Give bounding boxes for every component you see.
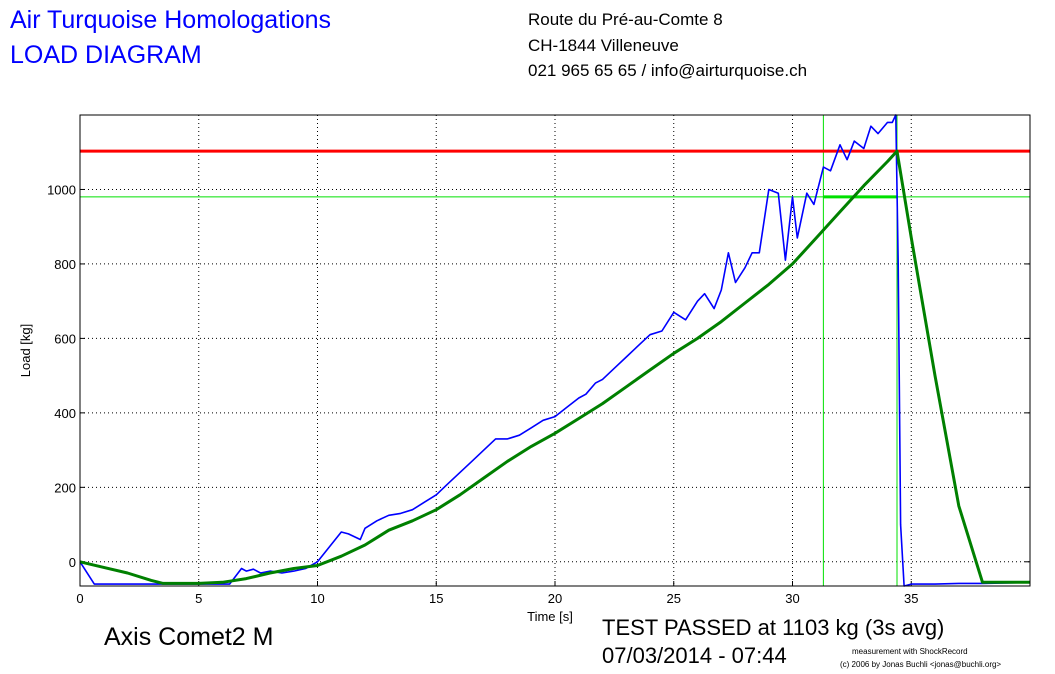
test-result: TEST PASSED at 1103 kg (3s avg)	[602, 615, 945, 640]
plot-frame	[79, 114, 1031, 587]
credit-line-2: (c) 2006 by Jonas Buchli <jonas@buchli.o…	[840, 660, 1002, 669]
y-tick-label: 600	[54, 331, 76, 346]
address-line-1: Route du Pré-au-Comte 8	[528, 10, 723, 29]
x-tick-label: 20	[548, 591, 562, 606]
y-tick-label: 800	[54, 257, 76, 272]
average-load-series	[79, 149, 1030, 585]
y-tick-label: 1000	[47, 182, 76, 197]
reference-lines	[80, 115, 1030, 586]
y-tick-label: 0	[69, 555, 76, 570]
diagram-title: LOAD DIAGRAM	[10, 41, 202, 69]
y-tick-label: 400	[54, 406, 76, 421]
x-tick-label: 35	[904, 591, 918, 606]
product-name: Axis Comet2 M	[104, 623, 274, 651]
x-tick-label: 0	[76, 591, 83, 606]
series	[79, 114, 1031, 587]
test-datetime: 07/03/2014 - 07:44	[602, 643, 787, 668]
x-tick-label: 30	[785, 591, 799, 606]
address-line-2: CH-1844 Villeneuve	[528, 36, 679, 55]
company-name: Air Turquoise Homologations	[10, 6, 331, 34]
raw-load-series	[79, 114, 1031, 587]
grid	[80, 115, 1030, 586]
x-tick-label: 10	[310, 591, 324, 606]
y-tick-label: 200	[54, 480, 76, 495]
x-tick-label: 15	[429, 591, 443, 606]
credit-line-1: measurement with ShockRecord	[852, 647, 968, 656]
axes: 0 5 10 15 20 25 30 35 0 200 400 600 800 1000	[47, 182, 1030, 606]
x-tick-label: 5	[195, 591, 202, 606]
y-axis-label: Load [kg]	[18, 324, 33, 378]
x-tick-label: 25	[667, 591, 681, 606]
address-line-3: 021 965 65 65 / info@airturquoise.ch	[528, 61, 808, 80]
x-axis-label: Time [s]	[527, 609, 573, 624]
